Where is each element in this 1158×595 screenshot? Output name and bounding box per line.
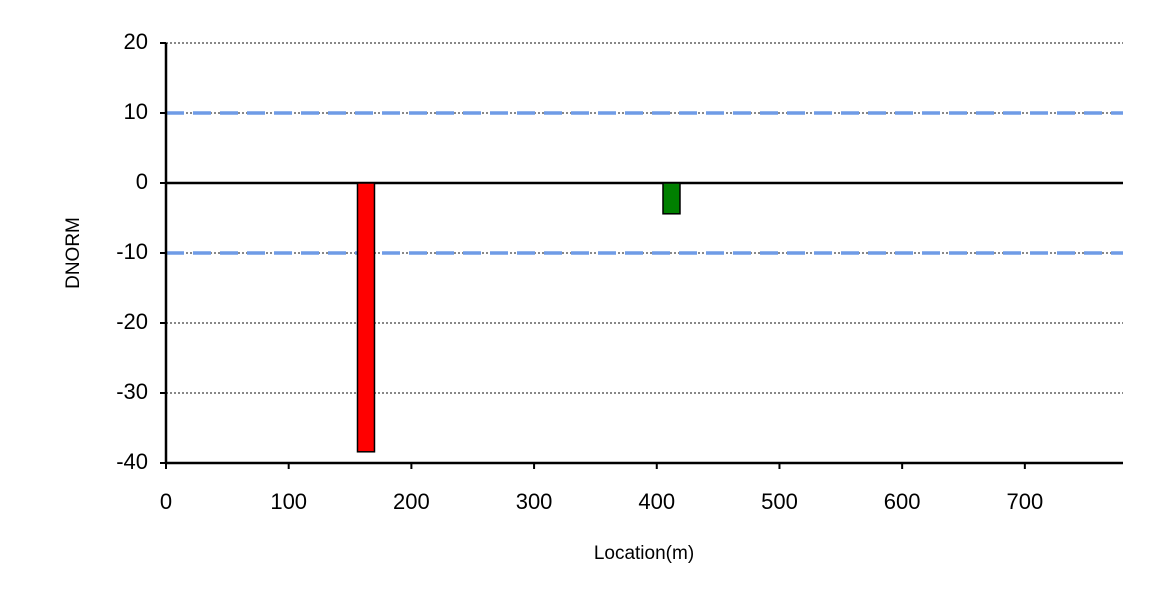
x-tick-label: 700 (1006, 489, 1043, 514)
y-tick-label: 0 (136, 169, 148, 194)
x-tick-label: 0 (160, 489, 172, 514)
x-tick-label: 600 (884, 489, 921, 514)
y-tick-label: -40 (116, 449, 148, 474)
x-tick-label: 400 (638, 489, 675, 514)
y-tick-label: -30 (116, 379, 148, 404)
y-axis-title: DNORM (63, 217, 84, 289)
bar (662, 182, 681, 215)
y-tick-label: 20 (124, 29, 148, 54)
x-tick-label: 200 (393, 489, 430, 514)
bar (356, 182, 376, 453)
x-tick-label: 500 (761, 489, 798, 514)
y-tick-label: -10 (116, 239, 148, 264)
y-tick-label: 10 (124, 99, 148, 124)
y-tick-label: -20 (116, 309, 148, 334)
x-axis-title: Location(m) (594, 543, 694, 564)
x-tick-label: 300 (516, 489, 553, 514)
x-tick-label: 100 (270, 489, 307, 514)
